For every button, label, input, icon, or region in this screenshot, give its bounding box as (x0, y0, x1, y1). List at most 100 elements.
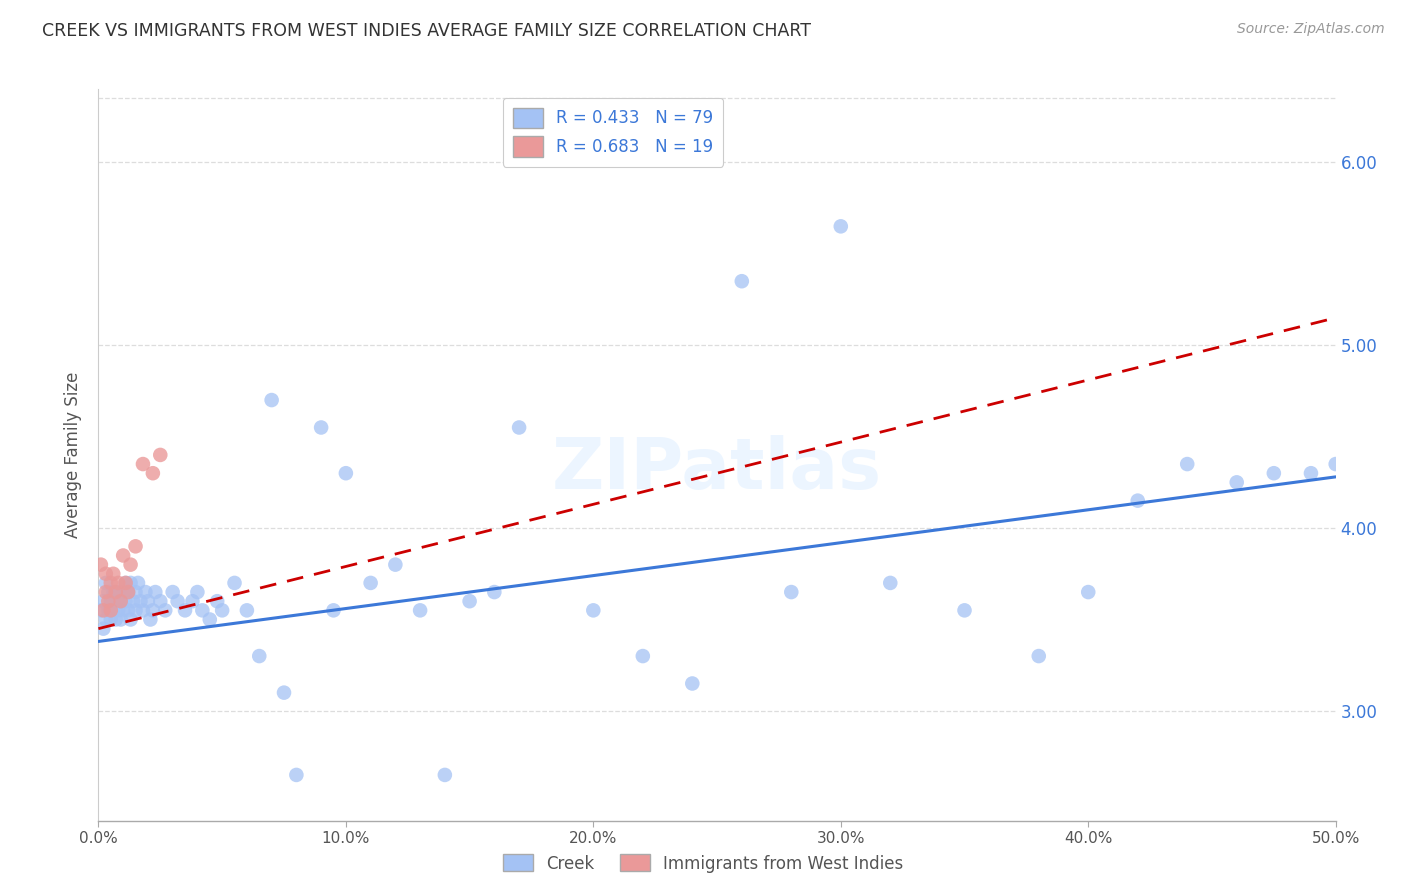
Point (181, 594, 204, 608)
Point (205, 594, 228, 608)
Point (1126, 493, 1149, 508)
Point (124, 539, 146, 553)
Text: ZIPatlas: ZIPatlas (553, 435, 882, 504)
Point (285, 768, 308, 782)
Point (94, 566, 117, 581)
Point (120, 612, 142, 626)
Point (139, 612, 162, 626)
Point (117, 585, 139, 599)
Point (117, 603, 139, 617)
Point (191, 603, 214, 617)
Point (186, 585, 208, 599)
Point (384, 558, 406, 572)
Point (211, 603, 233, 617)
Point (129, 594, 152, 608)
Point (484, 585, 506, 599)
Point (360, 576, 382, 591)
Point (143, 585, 166, 599)
Point (112, 603, 135, 617)
Point (117, 585, 139, 599)
Point (90, 603, 112, 617)
Legend: R = 0.433   N = 79, R = 0.683   N = 19: R = 0.433 N = 79, R = 0.683 N = 19 (503, 97, 723, 167)
Point (155, 603, 177, 617)
Point (134, 585, 156, 599)
Point (631, 649, 654, 664)
Point (93, 622, 115, 636)
Point (122, 594, 145, 608)
Point (103, 585, 125, 599)
Point (582, 603, 605, 617)
Point (273, 685, 295, 699)
Point (120, 558, 142, 572)
Point (104, 594, 127, 608)
Point (100, 594, 122, 608)
Point (110, 594, 132, 608)
Point (132, 457, 155, 471)
Point (104, 585, 127, 599)
Point (142, 467, 165, 481)
Point (120, 576, 142, 591)
Point (830, 219, 852, 234)
Point (198, 612, 221, 626)
Point (94, 585, 117, 599)
Point (224, 576, 246, 591)
Point (93, 594, 115, 608)
Point (103, 566, 125, 581)
Point (107, 576, 129, 591)
Point (879, 576, 901, 591)
Point (1175, 457, 1198, 471)
Point (112, 549, 135, 563)
Point (433, 768, 456, 782)
Point (97, 603, 120, 617)
Point (142, 603, 165, 617)
Point (1324, 457, 1347, 471)
Point (94, 612, 117, 626)
Text: CREEK VS IMMIGRANTS FROM WEST INDIES AVERAGE FAMILY SIZE CORRELATION CHART: CREEK VS IMMIGRANTS FROM WEST INDIES AVE… (42, 22, 811, 40)
Point (335, 467, 357, 481)
Point (780, 585, 803, 599)
Point (114, 576, 136, 591)
Point (100, 576, 122, 591)
Point (107, 585, 129, 599)
Point (110, 612, 132, 626)
Point (100, 612, 122, 626)
Point (114, 576, 136, 591)
Point (731, 274, 754, 288)
Point (236, 603, 259, 617)
Point (100, 603, 122, 617)
Point (309, 420, 332, 434)
Point (1263, 467, 1285, 481)
Point (107, 603, 129, 617)
Point (93, 603, 115, 617)
Point (247, 649, 270, 664)
Point (681, 676, 703, 690)
Point (132, 603, 155, 617)
Point (953, 603, 976, 617)
Y-axis label: Average Family Size: Average Family Size (63, 372, 82, 538)
Point (149, 448, 172, 462)
Point (112, 585, 135, 599)
Point (97, 594, 120, 608)
Point (136, 594, 159, 608)
Point (1299, 467, 1322, 481)
Point (124, 585, 146, 599)
Point (322, 603, 344, 617)
Point (97, 585, 120, 599)
Point (174, 603, 197, 617)
Point (103, 603, 125, 617)
Point (1226, 475, 1249, 490)
Point (1028, 649, 1050, 664)
Point (127, 576, 149, 591)
Text: Source: ZipAtlas.com: Source: ZipAtlas.com (1237, 22, 1385, 37)
Point (409, 603, 432, 617)
Point (458, 594, 481, 608)
Point (508, 420, 530, 434)
Point (260, 392, 283, 407)
Point (124, 603, 146, 617)
Point (166, 594, 188, 608)
Point (90, 558, 112, 572)
Point (114, 594, 136, 608)
Point (162, 585, 184, 599)
Legend: Creek, Immigrants from West Indies: Creek, Immigrants from West Indies (496, 847, 910, 880)
Point (94, 576, 117, 591)
